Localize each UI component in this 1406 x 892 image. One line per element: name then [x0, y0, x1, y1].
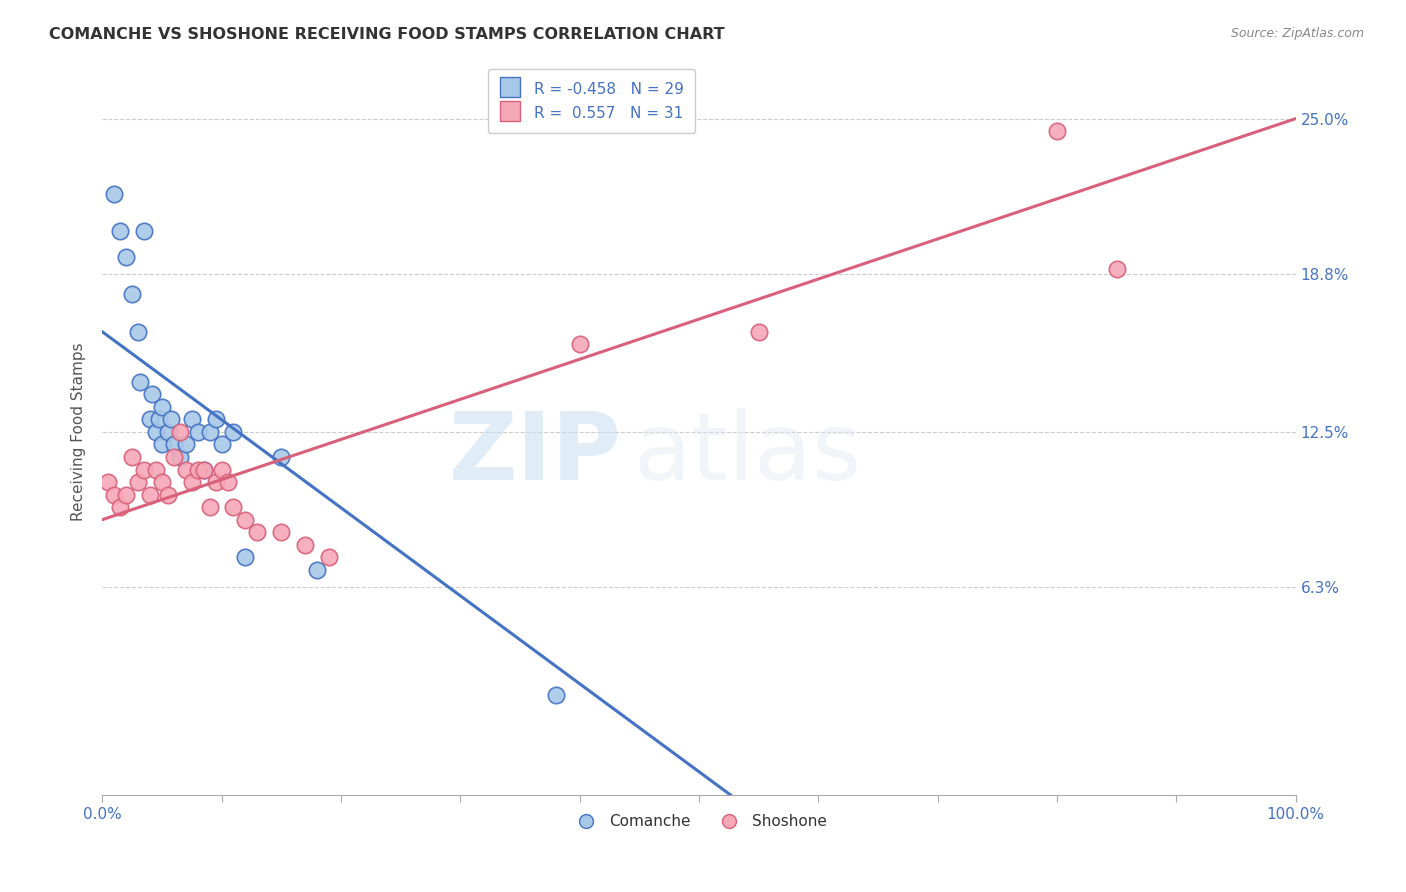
- Point: [97, 475, 120, 489]
- Point: [187, 462, 209, 476]
- Point: [204, 475, 226, 489]
- Point: [139, 488, 162, 502]
- Point: [127, 325, 149, 339]
- Text: COMANCHE VS SHOSHONE RECEIVING FOOD STAMPS CORRELATION CHART: COMANCHE VS SHOSHONE RECEIVING FOOD STAM…: [49, 27, 725, 42]
- Point: [174, 437, 197, 451]
- Point: [169, 450, 191, 464]
- Text: atlas: atlas: [633, 408, 862, 500]
- Point: [163, 437, 186, 451]
- Point: [150, 475, 173, 489]
- Point: [211, 437, 233, 451]
- Point: [103, 488, 125, 502]
- Text: Source: ZipAtlas.com: Source: ZipAtlas.com: [1230, 27, 1364, 40]
- Point: [235, 513, 257, 527]
- Point: [150, 400, 173, 414]
- Point: [169, 425, 191, 439]
- Point: [544, 688, 567, 702]
- Point: [115, 250, 138, 264]
- Point: [150, 437, 173, 451]
- Point: [222, 500, 245, 515]
- Point: [139, 412, 162, 426]
- Point: [180, 475, 202, 489]
- Point: [148, 412, 170, 426]
- Point: [187, 425, 209, 439]
- Point: [145, 425, 167, 439]
- Point: [115, 488, 138, 502]
- Point: [129, 375, 152, 389]
- Point: [198, 500, 221, 515]
- Point: [748, 325, 770, 339]
- Point: [174, 462, 197, 476]
- Point: [156, 488, 179, 502]
- Point: [305, 563, 328, 577]
- Point: [121, 450, 143, 464]
- Point: [1046, 124, 1069, 138]
- Point: [141, 387, 163, 401]
- Point: [217, 475, 239, 489]
- Point: [160, 412, 183, 426]
- Point: [318, 550, 340, 565]
- Point: [132, 462, 155, 476]
- Point: [180, 412, 202, 426]
- Point: [198, 425, 221, 439]
- Point: [211, 462, 233, 476]
- Y-axis label: Receiving Food Stamps: Receiving Food Stamps: [72, 343, 86, 521]
- Point: [132, 224, 155, 238]
- Point: [193, 462, 215, 476]
- Point: [145, 462, 167, 476]
- Point: [193, 462, 215, 476]
- Point: [103, 186, 125, 201]
- Point: [294, 538, 316, 552]
- Point: [121, 287, 143, 301]
- Point: [156, 425, 179, 439]
- Point: [163, 450, 186, 464]
- Point: [127, 475, 149, 489]
- Text: ZIP: ZIP: [449, 408, 621, 500]
- Point: [270, 525, 292, 540]
- Point: [204, 412, 226, 426]
- Point: [1105, 262, 1128, 277]
- Point: [568, 337, 591, 351]
- Point: [246, 525, 269, 540]
- Point: [222, 425, 245, 439]
- Point: [108, 224, 131, 238]
- Legend: Comanche, Shoshone: Comanche, Shoshone: [565, 808, 832, 835]
- Point: [235, 550, 257, 565]
- Point: [270, 450, 292, 464]
- Point: [108, 500, 131, 515]
